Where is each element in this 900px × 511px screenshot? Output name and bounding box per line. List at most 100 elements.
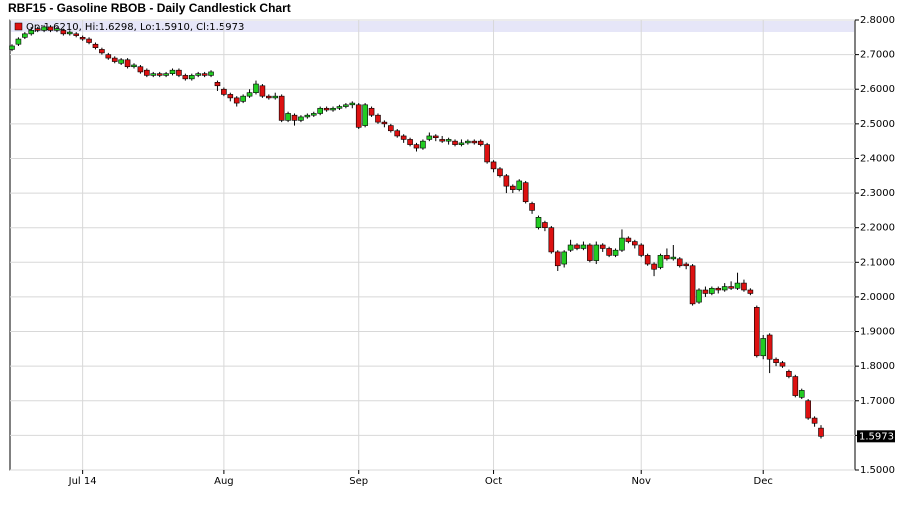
candle-body — [612, 249, 619, 256]
candle-body — [458, 142, 465, 145]
x-tick-label: Aug — [214, 476, 234, 487]
candle-body — [291, 114, 298, 121]
y-tick-label: 2.6000 — [860, 84, 895, 95]
candle-body — [689, 265, 696, 305]
candle-body — [728, 286, 734, 289]
y-tick-label: 1.8000 — [860, 361, 895, 372]
x-tick-label: Dec — [754, 476, 773, 487]
candle-body — [465, 140, 471, 144]
y-tick-label: 2.7000 — [860, 50, 895, 61]
candle-body — [599, 244, 606, 249]
candle-body — [619, 237, 625, 251]
candle-body — [542, 222, 548, 228]
candle-body — [625, 237, 632, 242]
legend-text: Op:1.6210, Hi:1.6298, Lo:1.5910, Cl:1.59… — [26, 22, 244, 33]
candle-body — [773, 358, 779, 363]
candle-body — [651, 263, 657, 270]
candle-body — [304, 114, 311, 118]
candle-body — [394, 130, 401, 137]
candle-body — [510, 185, 516, 190]
last-price-box — [857, 430, 895, 443]
legend-swatch — [14, 22, 23, 31]
candle-body — [497, 168, 503, 177]
candle-body — [657, 255, 664, 268]
candle-body — [420, 140, 426, 149]
candle-body — [246, 92, 253, 97]
candle-body — [298, 116, 304, 121]
candle-body — [676, 258, 683, 267]
candle-body — [439, 139, 445, 142]
candle-body — [452, 140, 458, 145]
candle-body — [400, 135, 407, 140]
candle-body — [349, 102, 356, 106]
candle-body — [721, 286, 728, 291]
candle-body — [606, 248, 612, 256]
y-tick-label: 2.1000 — [860, 257, 895, 268]
candle-body — [554, 251, 561, 267]
candle-body — [214, 82, 221, 87]
candle-body — [760, 338, 767, 357]
candle-body — [593, 244, 600, 261]
candle-body — [516, 180, 523, 190]
candle-body — [805, 400, 811, 419]
candle-body — [638, 244, 645, 256]
candle-body — [330, 107, 336, 111]
candle-body — [522, 182, 529, 203]
candle-body — [561, 251, 567, 265]
candle-body — [811, 417, 818, 424]
candle-body — [734, 282, 741, 289]
y-tick-label: 2.2000 — [860, 223, 895, 234]
candle-body — [66, 31, 73, 35]
candle-body — [336, 106, 343, 109]
y-tick-label: 1.7000 — [860, 396, 895, 407]
candle-body — [792, 376, 799, 396]
candle-body — [709, 287, 715, 294]
candle-body — [60, 30, 67, 35]
candle-body — [670, 256, 677, 260]
candle-body — [182, 75, 189, 80]
candle-body — [150, 73, 157, 76]
y-tick-label: 2.0000 — [860, 292, 895, 303]
candle-body — [683, 263, 689, 267]
candle-body — [355, 104, 362, 128]
chart-title: RBF15 - Gasoline RBOB - Daily Candlestic… — [8, 1, 291, 15]
candle-body — [118, 59, 124, 64]
candle-body — [753, 307, 760, 357]
candle-body — [702, 289, 709, 294]
candle-body — [99, 49, 105, 54]
candle-body — [567, 244, 574, 251]
candle-body — [137, 66, 144, 73]
candle-body — [490, 161, 497, 170]
candle-body — [221, 88, 227, 95]
candle-body — [73, 33, 80, 36]
candle-body — [323, 107, 330, 111]
candle-body — [471, 140, 478, 144]
candle-body — [47, 26, 54, 31]
y-tick-label: 2.4000 — [860, 153, 895, 164]
candle-body — [54, 28, 60, 31]
candle-body — [779, 362, 786, 367]
candle-body — [9, 45, 15, 50]
candle-body — [766, 334, 773, 360]
candle-body — [285, 113, 291, 121]
candle-body — [131, 64, 137, 68]
candle-body — [163, 73, 169, 76]
candle-body — [362, 104, 368, 126]
x-tick-label: Oct — [485, 476, 502, 487]
candle-body — [696, 289, 702, 303]
candle-body — [266, 95, 272, 99]
candle-body — [144, 69, 150, 76]
axes: 1.50001.60001.70001.80001.90002.00002.10… — [68, 15, 895, 487]
candle-body — [426, 135, 433, 140]
y-tick-label: 1.5000 — [860, 465, 895, 476]
candle-body — [574, 244, 580, 249]
candle-body — [548, 227, 555, 253]
x-tick-label: Sep — [349, 476, 368, 487]
candle-body — [747, 289, 754, 294]
candle-body — [343, 104, 349, 107]
y-tick-label: 2.5000 — [860, 119, 895, 130]
candle-body — [786, 371, 792, 377]
candles — [9, 25, 824, 439]
candle-body — [240, 95, 246, 102]
